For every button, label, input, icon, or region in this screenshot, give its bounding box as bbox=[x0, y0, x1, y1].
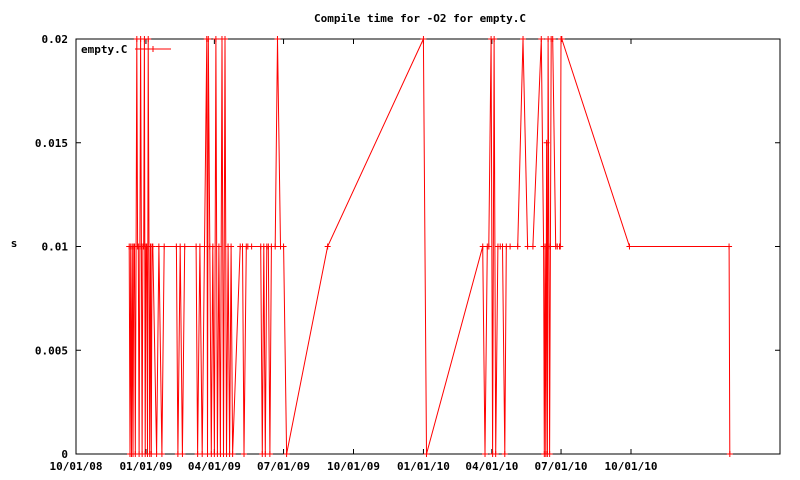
y-tick-label: 0.005 bbox=[35, 344, 68, 357]
data-point bbox=[145, 36, 152, 42]
data-point bbox=[229, 451, 236, 457]
data-point bbox=[423, 451, 430, 457]
data-point bbox=[209, 243, 216, 250]
data-point bbox=[726, 451, 733, 457]
x-tick-label: 07/01/10 bbox=[535, 460, 588, 473]
data-point bbox=[149, 243, 156, 250]
legend: empty.C bbox=[81, 43, 171, 56]
x-tick-label: 07/01/09 bbox=[257, 460, 310, 473]
data-point bbox=[501, 451, 508, 457]
x-tick-label: 10/01/08 bbox=[50, 460, 103, 473]
x-tick-label: 04/01/09 bbox=[188, 460, 241, 473]
data-point bbox=[148, 451, 155, 457]
data-point bbox=[485, 243, 492, 250]
y-tick-label: 0 bbox=[61, 448, 68, 461]
data-point bbox=[205, 36, 212, 42]
data-point bbox=[546, 451, 553, 457]
data-point bbox=[420, 36, 427, 42]
series-layer bbox=[126, 36, 733, 457]
y-tick-label: 0.02 bbox=[42, 33, 69, 46]
y-tick-label: 0.01 bbox=[42, 241, 69, 254]
y-axis-label: s bbox=[11, 237, 18, 250]
data-point bbox=[215, 243, 222, 250]
data-point bbox=[324, 243, 331, 250]
data-point bbox=[199, 451, 206, 457]
data-point bbox=[524, 243, 531, 250]
data-point bbox=[201, 243, 208, 250]
data-point bbox=[280, 243, 287, 250]
data-point bbox=[158, 451, 165, 457]
x-tick-label: 01/01/10 bbox=[397, 460, 450, 473]
data-point bbox=[248, 243, 255, 250]
data-point bbox=[155, 243, 162, 250]
data-point bbox=[507, 243, 514, 250]
data-point bbox=[212, 36, 219, 42]
data-point bbox=[626, 243, 633, 250]
data-point bbox=[514, 243, 521, 250]
data-point bbox=[161, 243, 168, 250]
data-point bbox=[222, 36, 229, 42]
data-point bbox=[543, 139, 550, 146]
data-point bbox=[228, 243, 235, 250]
legend-marker bbox=[150, 46, 156, 52]
data-point bbox=[557, 243, 564, 250]
data-point bbox=[558, 36, 565, 42]
x-tick-label: 10/01/10 bbox=[604, 460, 657, 473]
data-point bbox=[266, 451, 273, 457]
data-point bbox=[179, 451, 186, 457]
x-tick-label: 10/01/09 bbox=[327, 460, 380, 473]
data-point bbox=[492, 451, 499, 457]
chart-title: Compile time for -O2 for empty.C bbox=[314, 12, 526, 25]
data-point bbox=[520, 36, 527, 42]
data-point bbox=[272, 243, 279, 250]
data-point bbox=[482, 451, 489, 457]
x-axis: 10/01/08 01/01/09 04/01/09 07/01/09 10/01/09… bbox=[50, 39, 657, 473]
data-point bbox=[153, 451, 160, 457]
data-point bbox=[181, 243, 188, 250]
data-point bbox=[547, 243, 554, 250]
data-point bbox=[241, 451, 248, 457]
data-point bbox=[529, 243, 536, 250]
data-point bbox=[274, 36, 281, 42]
data-point bbox=[491, 36, 498, 42]
y-axis: 0 0.005 0.01 0.015 0.02 bbox=[35, 33, 780, 461]
data-point bbox=[549, 36, 556, 42]
x-tick-label: 01/01/09 bbox=[119, 460, 172, 473]
y-tick-label: 0.015 bbox=[35, 137, 68, 150]
x-tick-label: 04/01/10 bbox=[465, 460, 518, 473]
data-point bbox=[726, 243, 733, 250]
legend-label: empty.C bbox=[81, 43, 127, 56]
data-point bbox=[538, 36, 545, 42]
data-point bbox=[283, 451, 290, 457]
